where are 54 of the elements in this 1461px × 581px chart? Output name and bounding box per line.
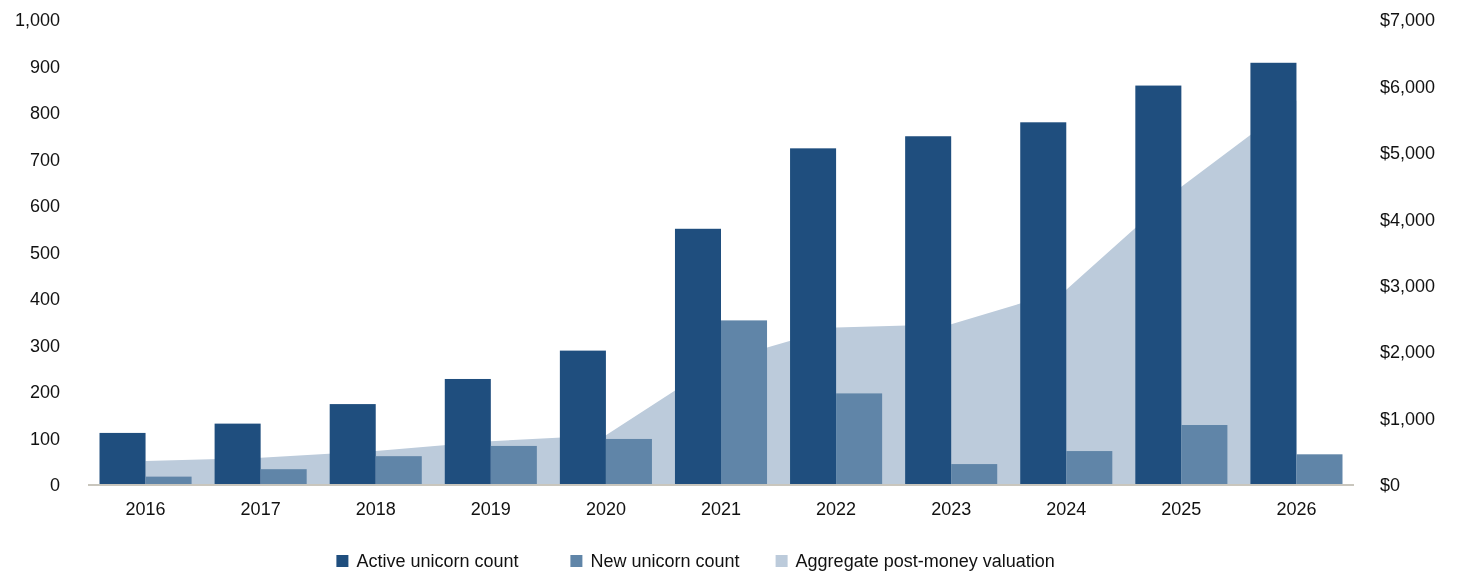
y-tick-label: 900 [29, 56, 60, 77]
bar [559, 350, 606, 485]
x-tick-label: 2022 [816, 499, 857, 519]
x-tick-label: 2023 [931, 499, 972, 519]
bar [836, 393, 883, 485]
bar [905, 136, 952, 485]
y-tick-label: 400 [29, 289, 60, 310]
legend-label: Active unicorn count [356, 551, 519, 571]
bar [1020, 122, 1067, 485]
y2-tick-label: $1,000 [1380, 408, 1436, 429]
bar [214, 423, 261, 485]
bar [260, 469, 307, 485]
y-tick-label: 100 [29, 428, 60, 449]
y2-tick-label: $5,000 [1380, 143, 1436, 164]
y-tick-label: 600 [29, 196, 60, 217]
legend-label: Aggregate post-money valuation [795, 551, 1055, 571]
bar [951, 464, 998, 485]
legend-label: New unicorn count [590, 551, 740, 571]
x-tick-label: 2018 [355, 499, 396, 519]
y-tick-label: 1,000 [14, 10, 60, 31]
y2-tick-label: $4,000 [1380, 209, 1436, 230]
bar [99, 432, 146, 485]
x-tick-label: 2026 [1276, 499, 1317, 519]
y2-tick-label: $7,000 [1380, 10, 1436, 31]
bar [375, 456, 422, 485]
x-tick-label: 2016 [125, 499, 166, 519]
y-tick-label: 300 [29, 335, 60, 356]
x-tick-label: 2024 [1046, 499, 1087, 519]
x-tick-label: 2017 [240, 499, 281, 519]
y-tick-label: 700 [29, 149, 60, 170]
bar [790, 148, 837, 485]
y2-tick-label: $6,000 [1380, 76, 1436, 97]
y2-tick-label: $2,000 [1380, 342, 1436, 363]
bar [605, 438, 652, 485]
x-tick-label: 2019 [470, 499, 511, 519]
x-tick-label: 2025 [1161, 499, 1202, 519]
bar [1296, 454, 1343, 485]
y-tick-label: 500 [29, 242, 60, 263]
bar [674, 228, 721, 485]
bar [444, 378, 491, 485]
y2-tick-label: $3,000 [1380, 276, 1436, 297]
bar [1250, 62, 1297, 485]
bar [1135, 85, 1182, 485]
bar [1181, 425, 1228, 485]
bar [490, 445, 537, 485]
y-tick-label: 800 [29, 103, 60, 124]
x-tick-label: 2021 [700, 499, 742, 519]
y-tick-label: 0 [49, 475, 60, 496]
bar [1066, 451, 1113, 485]
bar [329, 404, 376, 485]
bar [721, 320, 768, 485]
y-tick-label: 200 [29, 382, 60, 403]
x-tick-label: 2020 [585, 499, 626, 519]
y2-tick-label: $0 [1380, 475, 1401, 496]
